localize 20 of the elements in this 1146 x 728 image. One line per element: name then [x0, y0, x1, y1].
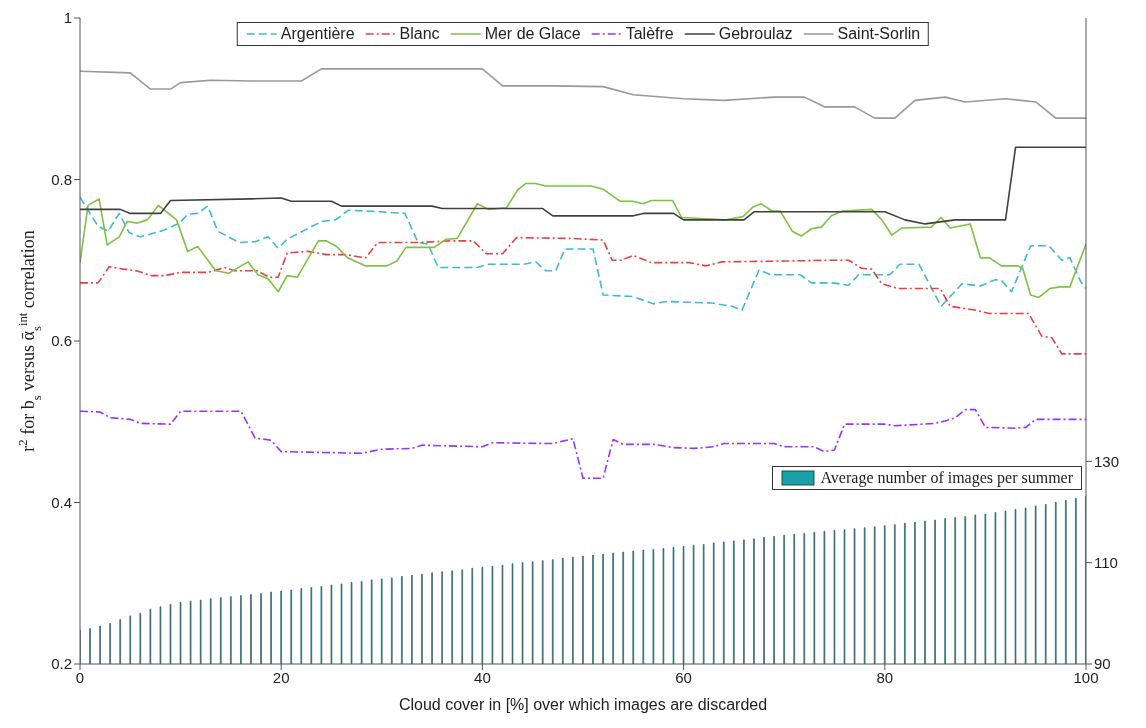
y-tick-label: 0.4 [51, 493, 72, 511]
legend-label: Blanc [399, 25, 440, 43]
legend-label: Argentière [280, 25, 355, 43]
y-tick-label: 0.8 [51, 170, 72, 188]
y-tick-label: 0.2 [51, 655, 72, 673]
y2-tick-label: 130 [1094, 452, 1120, 470]
legend-label: Saint-Sorlin [837, 25, 921, 43]
y-tick-label: 1 [63, 9, 72, 27]
legend-label: Average number of images per summer [820, 469, 1073, 488]
y2-tick-label: 110 [1094, 553, 1118, 571]
y-tick-label: 0.6 [51, 332, 72, 350]
legend-label: Talèfre [625, 25, 674, 43]
legend-label: Mer de Glace [484, 25, 581, 43]
legend-label: Gebroulaz [718, 25, 793, 43]
x-tick-label: 40 [474, 668, 491, 686]
x-axis-title: Cloud cover in [%] over which images are discarded [398, 696, 768, 713]
x-tick-label: 20 [272, 668, 290, 686]
x-tick-label: 0 [75, 668, 85, 686]
x-tick-label: 80 [876, 668, 894, 686]
x-tick-label: 60 [675, 668, 692, 686]
